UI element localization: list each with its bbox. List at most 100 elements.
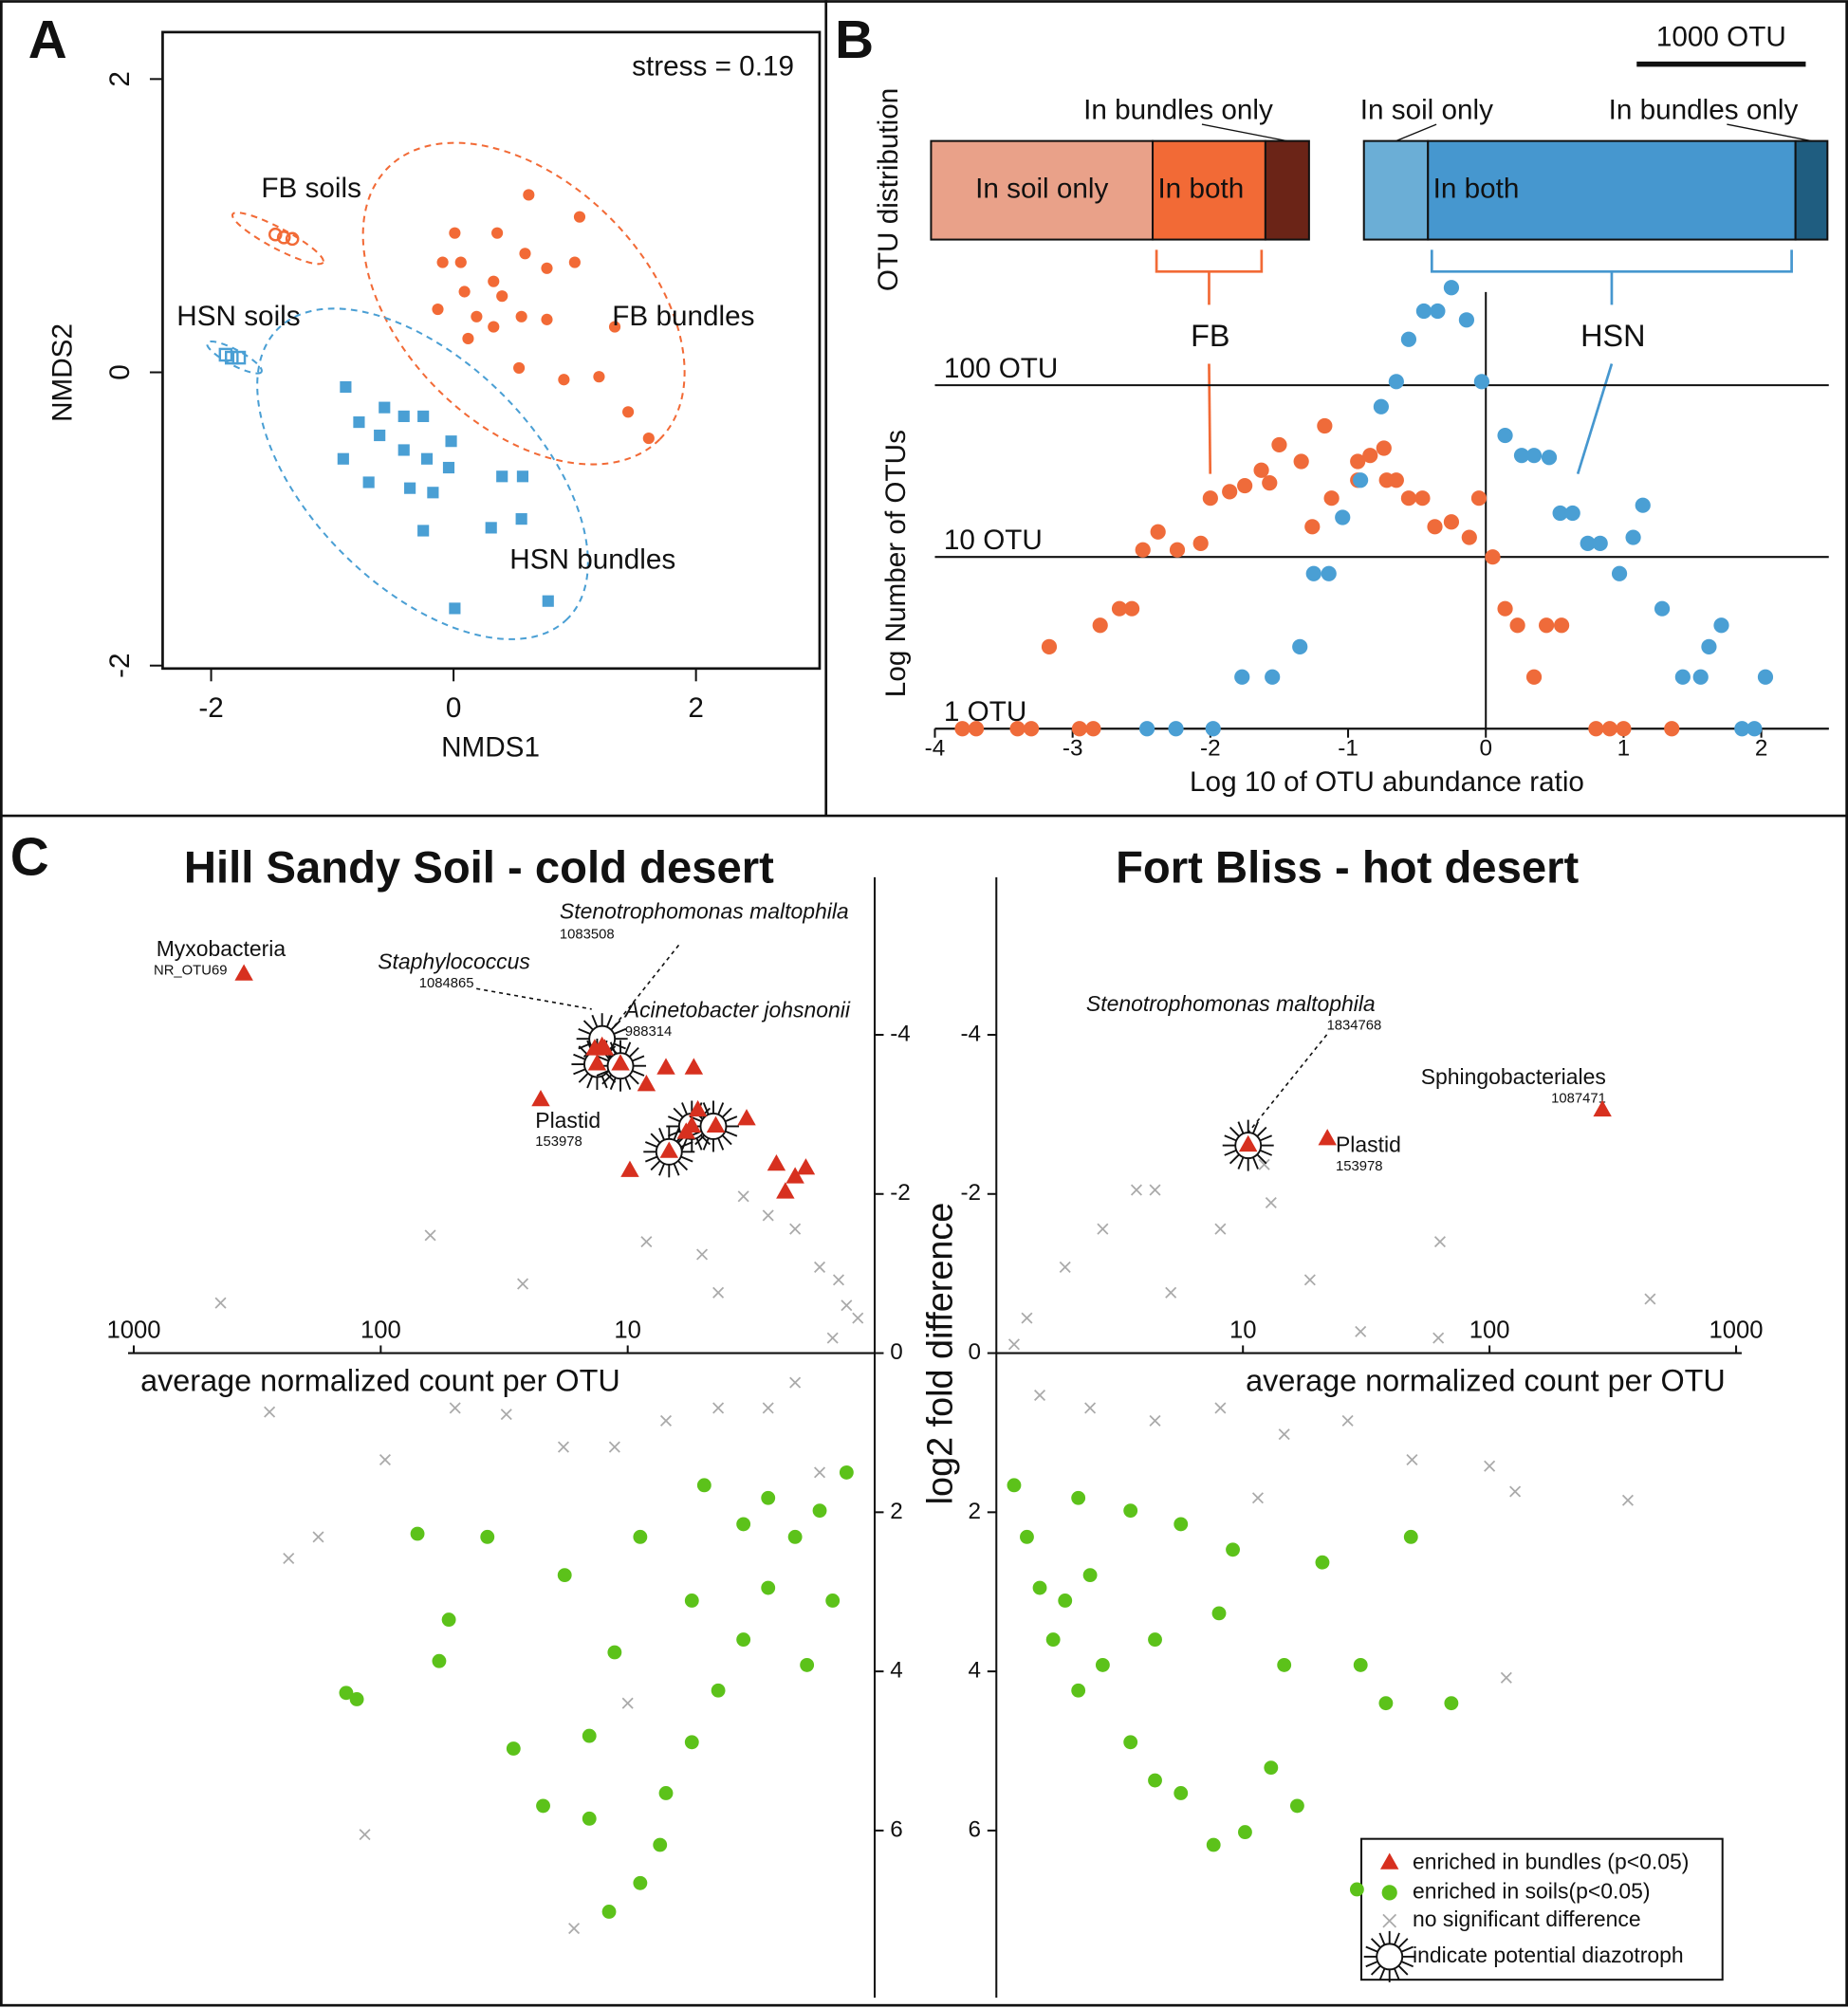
point	[954, 721, 970, 737]
point	[496, 290, 508, 303]
marker-ray	[1259, 1134, 1273, 1142]
marker-ray	[680, 1141, 693, 1149]
point	[1427, 519, 1443, 535]
point	[1406, 1453, 1418, 1465]
marker-ray	[610, 1020, 621, 1031]
point	[557, 1568, 572, 1583]
point	[1621, 1494, 1634, 1506]
point	[1635, 497, 1651, 513]
point	[1341, 1414, 1354, 1427]
x-axis-label: average normalized count per OTU	[140, 1364, 620, 1398]
point	[601, 1905, 617, 1919]
marker-ray	[1224, 1149, 1237, 1156]
y-tick-label: 4	[969, 1658, 982, 1684]
point	[1388, 472, 1404, 488]
point	[214, 1297, 227, 1309]
point	[1525, 669, 1543, 685]
y-tick-label: 0	[969, 1339, 982, 1365]
point	[427, 487, 439, 499]
point	[462, 332, 474, 345]
point	[1289, 1798, 1304, 1814]
marker-ray	[650, 1133, 661, 1144]
y-tick-label: 6	[890, 1816, 903, 1842]
point	[1484, 1460, 1496, 1472]
point	[445, 435, 457, 448]
marker-ray	[717, 1102, 725, 1115]
point	[1123, 600, 1140, 617]
annotation: Stenotrophomonas maltophila	[1086, 991, 1376, 1016]
marker-ray	[725, 1130, 738, 1137]
point	[404, 482, 416, 494]
point	[1265, 669, 1281, 685]
point	[1304, 519, 1321, 535]
y-axis-label: Log Number of OTUs	[880, 430, 912, 697]
legend-marker	[1363, 1930, 1415, 1982]
point	[1713, 617, 1729, 634]
point	[1541, 450, 1558, 466]
point	[432, 303, 444, 316]
bracket	[1430, 249, 1793, 305]
segment-label: In bundles only	[1083, 94, 1273, 125]
point	[789, 1376, 802, 1389]
y-tick-label: -2	[890, 1180, 911, 1206]
point	[1165, 1286, 1177, 1299]
point	[776, 1182, 795, 1199]
point	[1432, 1332, 1445, 1344]
point	[491, 227, 504, 239]
marker-ray	[1378, 1967, 1386, 1981]
point	[1292, 638, 1308, 654]
point	[608, 1441, 620, 1453]
point	[1373, 398, 1389, 414]
annotation: Stenotrophomonas maltophila	[560, 899, 849, 924]
point	[458, 286, 471, 298]
point	[832, 1274, 845, 1286]
point	[658, 1786, 674, 1800]
point	[1674, 669, 1691, 685]
point	[1021, 1312, 1033, 1324]
x-tick-label: 0	[446, 692, 462, 724]
marker-ray	[609, 1041, 617, 1055]
point	[1007, 1478, 1022, 1493]
point	[1444, 1696, 1459, 1711]
point	[841, 1299, 853, 1312]
point	[536, 1798, 550, 1814]
leader-line	[1247, 1034, 1328, 1133]
x-tick-label: 100	[360, 1317, 401, 1343]
point	[1071, 1490, 1086, 1505]
point	[523, 189, 535, 201]
point	[696, 1478, 711, 1493]
point	[1353, 472, 1369, 488]
point	[231, 350, 247, 365]
series-label: FB soils	[261, 173, 361, 204]
point	[1376, 440, 1392, 456]
point	[1206, 1837, 1221, 1852]
point	[568, 256, 581, 268]
point	[1041, 638, 1058, 654]
point	[1443, 514, 1460, 530]
y-tick-label: 2	[104, 71, 136, 87]
annotation-id: NR_OTU69	[154, 963, 227, 978]
point	[785, 1167, 804, 1184]
y-tick-label: 1 OTU	[944, 696, 1026, 728]
x-tick-label: -2	[1200, 735, 1221, 761]
marker-ray	[658, 1163, 665, 1176]
point	[1123, 1735, 1138, 1750]
point	[1443, 280, 1460, 296]
point	[573, 211, 586, 223]
x-tick-label: 1000	[106, 1317, 160, 1343]
point	[542, 595, 554, 607]
segment-label: In both	[1433, 173, 1520, 204]
point	[1349, 1882, 1364, 1897]
point	[611, 1054, 630, 1071]
y-tick-label: -2	[104, 654, 136, 678]
marker-ray	[1365, 1961, 1378, 1968]
point	[397, 444, 410, 456]
point	[826, 1332, 839, 1344]
marker-ray	[702, 1102, 710, 1115]
bar-segment	[930, 139, 1155, 241]
point	[515, 513, 527, 525]
point	[1757, 669, 1774, 685]
point	[1202, 490, 1218, 507]
series-label: HSN soils	[176, 301, 300, 332]
marker-ray	[694, 1134, 706, 1146]
